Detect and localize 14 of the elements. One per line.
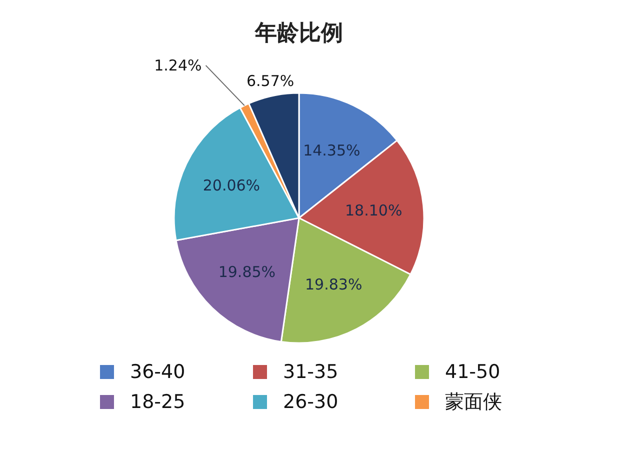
legend-label: 31-35: [283, 361, 338, 383]
data-label: 14.35%: [303, 141, 360, 160]
chart-title: 年龄比例: [254, 21, 343, 46]
data-label: 19.85%: [218, 263, 276, 282]
data-label: 19.83%: [305, 276, 362, 294]
legend-label: 36-40: [130, 361, 186, 383]
data-label: 20.06%: [202, 176, 260, 194]
data-label: 1.24%: [154, 56, 202, 74]
data-label: 18.10%: [345, 201, 402, 220]
legend-label: 26-30: [283, 391, 338, 413]
data-label: 6.57%: [246, 72, 294, 90]
legend-label: 18-25: [130, 391, 186, 413]
legend-label: 41-50: [445, 361, 500, 383]
legend-label: 蒙面侠: [445, 391, 502, 413]
